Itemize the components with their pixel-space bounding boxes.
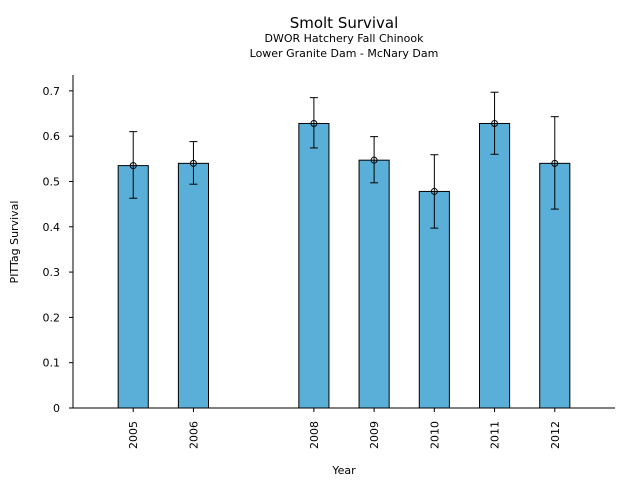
bar-2005 xyxy=(117,165,149,409)
bar-2011 xyxy=(479,122,511,409)
point-marker-2006 xyxy=(189,159,197,167)
error-bars-group xyxy=(129,91,559,229)
y-ticks-group: 0 0.1 0.2 0.3 0.4 0.5 0.6 0.7 xyxy=(43,85,73,415)
point-marker-2012 xyxy=(551,159,559,167)
x-ticks-group: 2005 2006 2008 2009 2010 2011 2012 xyxy=(127,408,562,449)
y-tick-label: 0.1 xyxy=(43,357,61,370)
x-axis-label: Year xyxy=(331,464,356,477)
x-tick-label: 2008 xyxy=(308,421,321,449)
y-tick-label: 0.4 xyxy=(43,221,61,234)
point-marker-2005 xyxy=(129,162,137,170)
bar-2009 xyxy=(358,159,390,409)
point-marker-2009 xyxy=(370,156,378,164)
x-tick-label: 2010 xyxy=(428,421,441,449)
chart-subtitle-line-1: DWOR Hatchery Fall Chinook xyxy=(265,32,425,45)
x-tick-label: 2006 xyxy=(187,421,200,449)
x-tick-label: 2005 xyxy=(127,421,140,449)
chart-subtitle-line-2: Lower Granite Dam - McNary Dam xyxy=(250,47,439,60)
x-tick-label: 2011 xyxy=(489,421,502,449)
point-marker-2010 xyxy=(430,187,438,195)
y-tick-label: 0.7 xyxy=(43,85,61,98)
bar-2006 xyxy=(177,162,209,409)
x-tick-label: 2012 xyxy=(549,421,562,449)
bar-2008 xyxy=(298,122,330,409)
point-marker-2008 xyxy=(310,119,318,127)
bars-group xyxy=(117,122,571,409)
point-marker-2011 xyxy=(491,119,499,127)
y-tick-label: 0.2 xyxy=(43,311,61,324)
y-tick-label: 0.3 xyxy=(43,266,61,279)
y-tick-label: 0 xyxy=(53,402,60,415)
y-axis-label: PITTag Survival xyxy=(8,201,21,284)
x-tick-label: 2009 xyxy=(368,421,381,449)
chart-title: Smolt Survival xyxy=(290,14,399,32)
y-tick-label: 0.6 xyxy=(43,130,61,143)
y-tick-label: 0.5 xyxy=(43,175,61,188)
